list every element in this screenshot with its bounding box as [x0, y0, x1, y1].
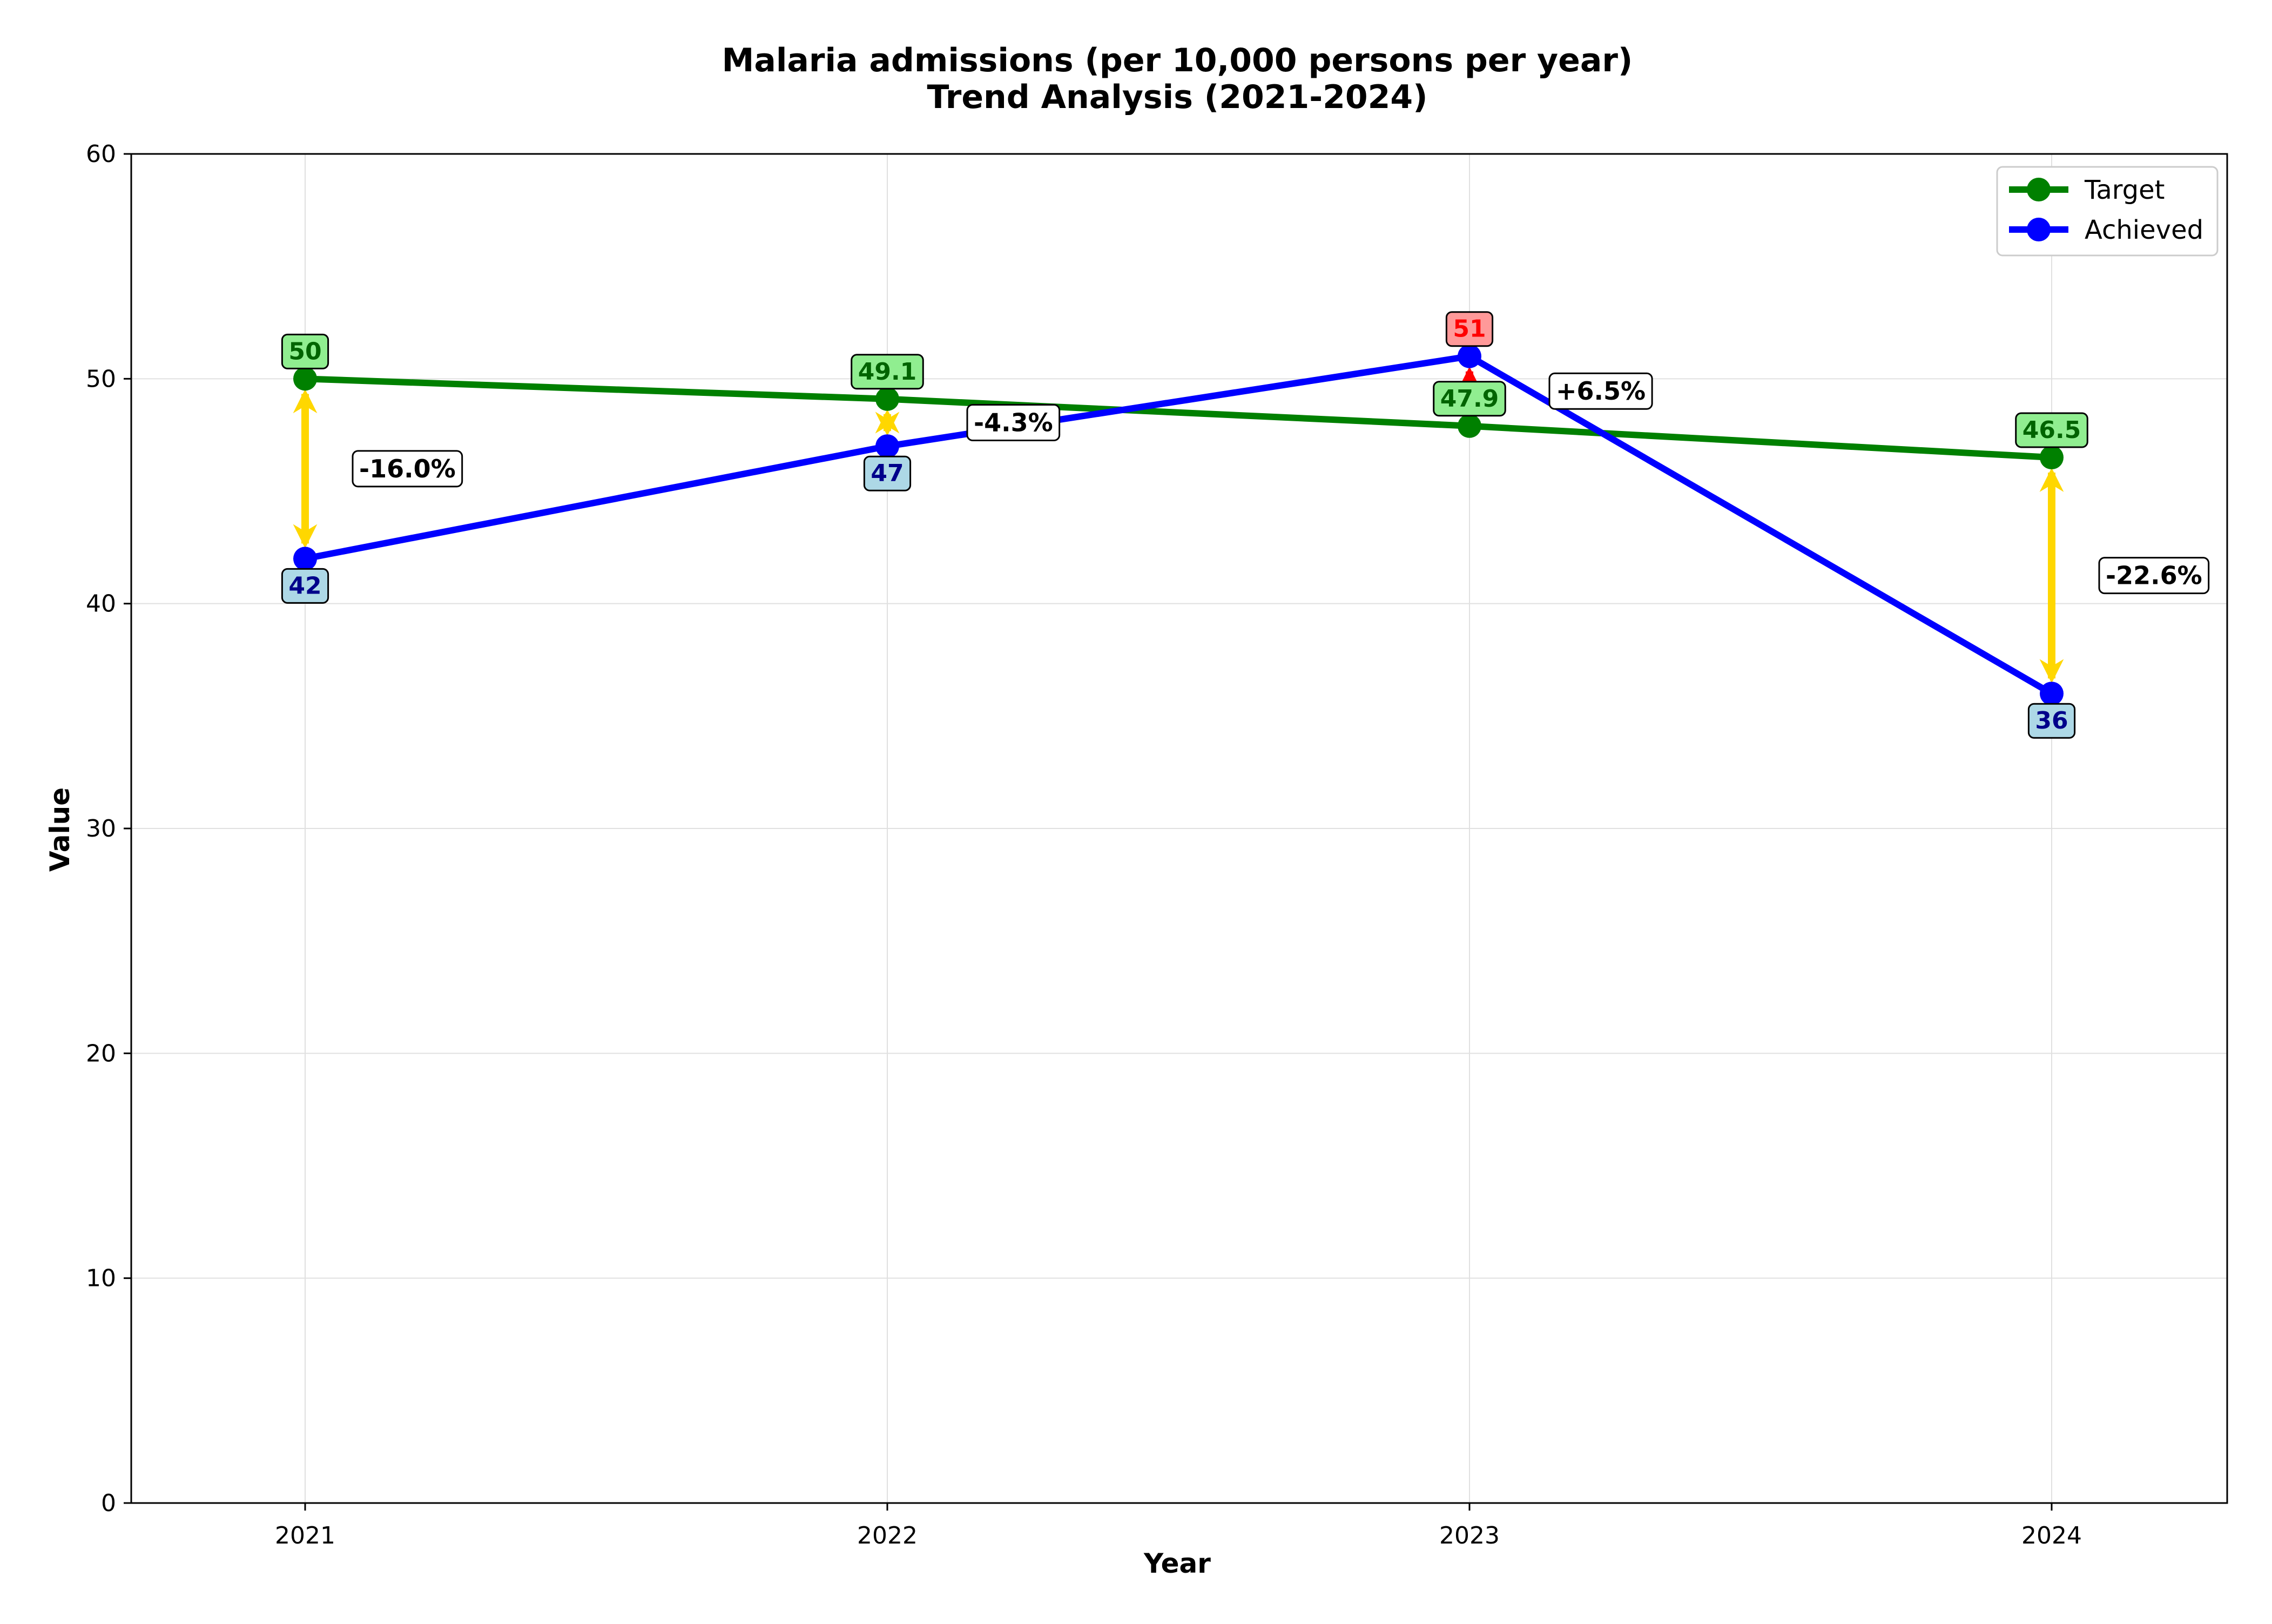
x-tick-label: 2022 [857, 1522, 918, 1549]
target-value-label-text: 49.1 [858, 358, 917, 386]
y-tick-label: 40 [86, 590, 116, 618]
axes: 0 10 20 30 40 50 60 2021 2022 2023 2024 [86, 140, 2228, 1549]
achieved-value-label-text: 36 [2035, 707, 2068, 734]
achieved-value-label: 42 [281, 568, 329, 604]
x-tick-label: 2024 [2021, 1522, 2082, 1549]
data-labels: 50 49.1 47.9 46.5 42 47 51 36 -16.0% -4.3% +6.5% -2… [281, 311, 2210, 739]
achieved-point [875, 434, 899, 459]
target-point [1458, 414, 1481, 438]
target-value-label-text: 47.9 [1440, 385, 1499, 413]
achieved-value-label-box [2027, 703, 2076, 739]
achieved-value-label: 47 [863, 455, 912, 491]
achieved-value-label-box [281, 568, 329, 604]
gap-percent-label-box [352, 450, 463, 488]
gap-percent-label: -16.0% [352, 450, 463, 488]
target-value-label-box [851, 354, 924, 390]
target-point [2040, 446, 2064, 470]
y-axis-label: Value [44, 787, 76, 872]
y-tick-label: 10 [86, 1265, 116, 1292]
achieved-line [304, 353, 2054, 697]
achieved-point [1458, 344, 1481, 368]
gap-percent-label: +6.5% [1548, 372, 1653, 410]
legend-swatch-marker [2027, 178, 2051, 201]
gap-percent-label-text: -4.3% [974, 408, 1053, 437]
achieved-value-label-box [1445, 311, 1494, 347]
gap-percent-label-text: +6.5% [1556, 376, 1646, 406]
achieved-value-label-box [863, 455, 912, 491]
legend-swatch-marker [2027, 218, 2051, 241]
chart-subtitle: Trend Analysis (2021-2024) [927, 78, 1427, 116]
y-tick-label: 50 [86, 365, 116, 393]
target-value-label: 49.1 [851, 354, 924, 390]
gap-percent-label: -22.6% [2098, 557, 2210, 595]
target-value-label-box [1433, 381, 1506, 417]
gap-percent-label-box [1548, 372, 1653, 410]
target-value-label-box [281, 333, 329, 369]
y-tick-label: 60 [86, 140, 116, 168]
target-point [875, 387, 899, 411]
y-tick-label: 30 [86, 815, 116, 843]
achieved-value-label-text: 42 [288, 572, 321, 599]
gap-percent-label-text: -16.0% [359, 454, 456, 483]
gap-percent-label: -4.3% [966, 404, 1061, 442]
legend: Target Achieved [1996, 166, 2219, 257]
chart-title: Malaria admissions (per 10,000 persons p… [722, 42, 1633, 79]
achieved-value-label: 51 [1445, 311, 1494, 347]
gap-percent-label-text: -22.6% [2106, 561, 2202, 590]
target-value-label-text: 46.5 [2022, 416, 2081, 444]
plot-frame [130, 153, 2228, 1504]
achieved-value-label: 36 [2027, 703, 2076, 739]
x-tick-label: 2023 [1439, 1522, 1500, 1549]
gap-arrows [293, 366, 2064, 684]
gap-percent-label-box [966, 404, 1061, 442]
achieved-value-label-text: 47 [871, 460, 904, 487]
target-point [293, 367, 317, 391]
achieved-point [293, 547, 317, 571]
legend-label: Achieved [2085, 215, 2203, 245]
y-tick-label: 0 [101, 1490, 116, 1517]
target-value-label: 50 [281, 333, 329, 369]
target-value-label: 46.5 [2015, 412, 2088, 448]
y-tick-label: 20 [86, 1040, 116, 1067]
x-tick-label: 2021 [275, 1522, 335, 1549]
target-value-label-box [2015, 412, 2088, 448]
legend-label: Target [2084, 175, 2165, 205]
x-axis-label: Year [1143, 1548, 1211, 1579]
achieved-point [2040, 682, 2064, 706]
target-line [305, 375, 2052, 461]
gap-percent-label-box [2098, 557, 2210, 595]
achieved-value-label-text: 51 [1453, 315, 1486, 343]
target-value-label: 47.9 [1433, 381, 1506, 417]
series [293, 344, 2064, 706]
target-value-label-text: 50 [288, 338, 321, 365]
